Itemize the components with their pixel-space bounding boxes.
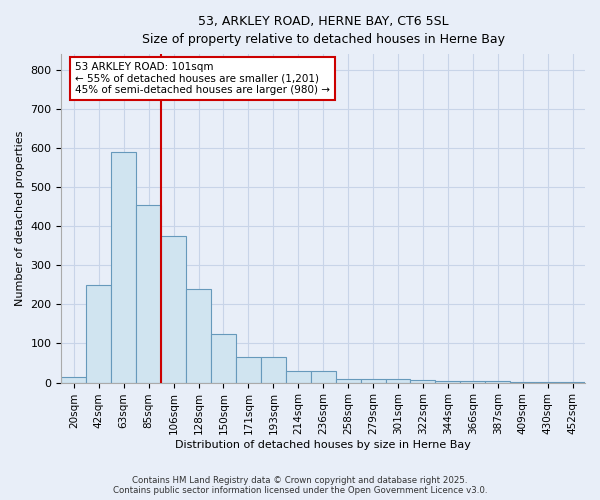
Bar <box>136 204 161 382</box>
Bar <box>211 334 236 382</box>
Bar <box>460 380 485 382</box>
Text: Contains HM Land Registry data © Crown copyright and database right 2025.
Contai: Contains HM Land Registry data © Crown c… <box>113 476 487 495</box>
Bar <box>61 376 86 382</box>
Title: 53, ARKLEY ROAD, HERNE BAY, CT6 5SL
Size of property relative to detached houses: 53, ARKLEY ROAD, HERNE BAY, CT6 5SL Size… <box>142 15 505 46</box>
Bar <box>410 380 436 382</box>
Bar <box>186 288 211 382</box>
Bar <box>111 152 136 382</box>
Bar <box>236 357 261 382</box>
Bar <box>335 378 361 382</box>
X-axis label: Distribution of detached houses by size in Herne Bay: Distribution of detached houses by size … <box>175 440 471 450</box>
Bar <box>286 371 311 382</box>
Bar <box>386 378 410 382</box>
Y-axis label: Number of detached properties: Number of detached properties <box>15 130 25 306</box>
Bar <box>261 357 286 382</box>
Bar <box>311 371 335 382</box>
Bar <box>86 285 111 382</box>
Bar <box>161 236 186 382</box>
Bar <box>436 380 460 382</box>
Text: 53 ARKLEY ROAD: 101sqm
← 55% of detached houses are smaller (1,201)
45% of semi-: 53 ARKLEY ROAD: 101sqm ← 55% of detached… <box>75 62 330 95</box>
Bar <box>361 380 386 382</box>
